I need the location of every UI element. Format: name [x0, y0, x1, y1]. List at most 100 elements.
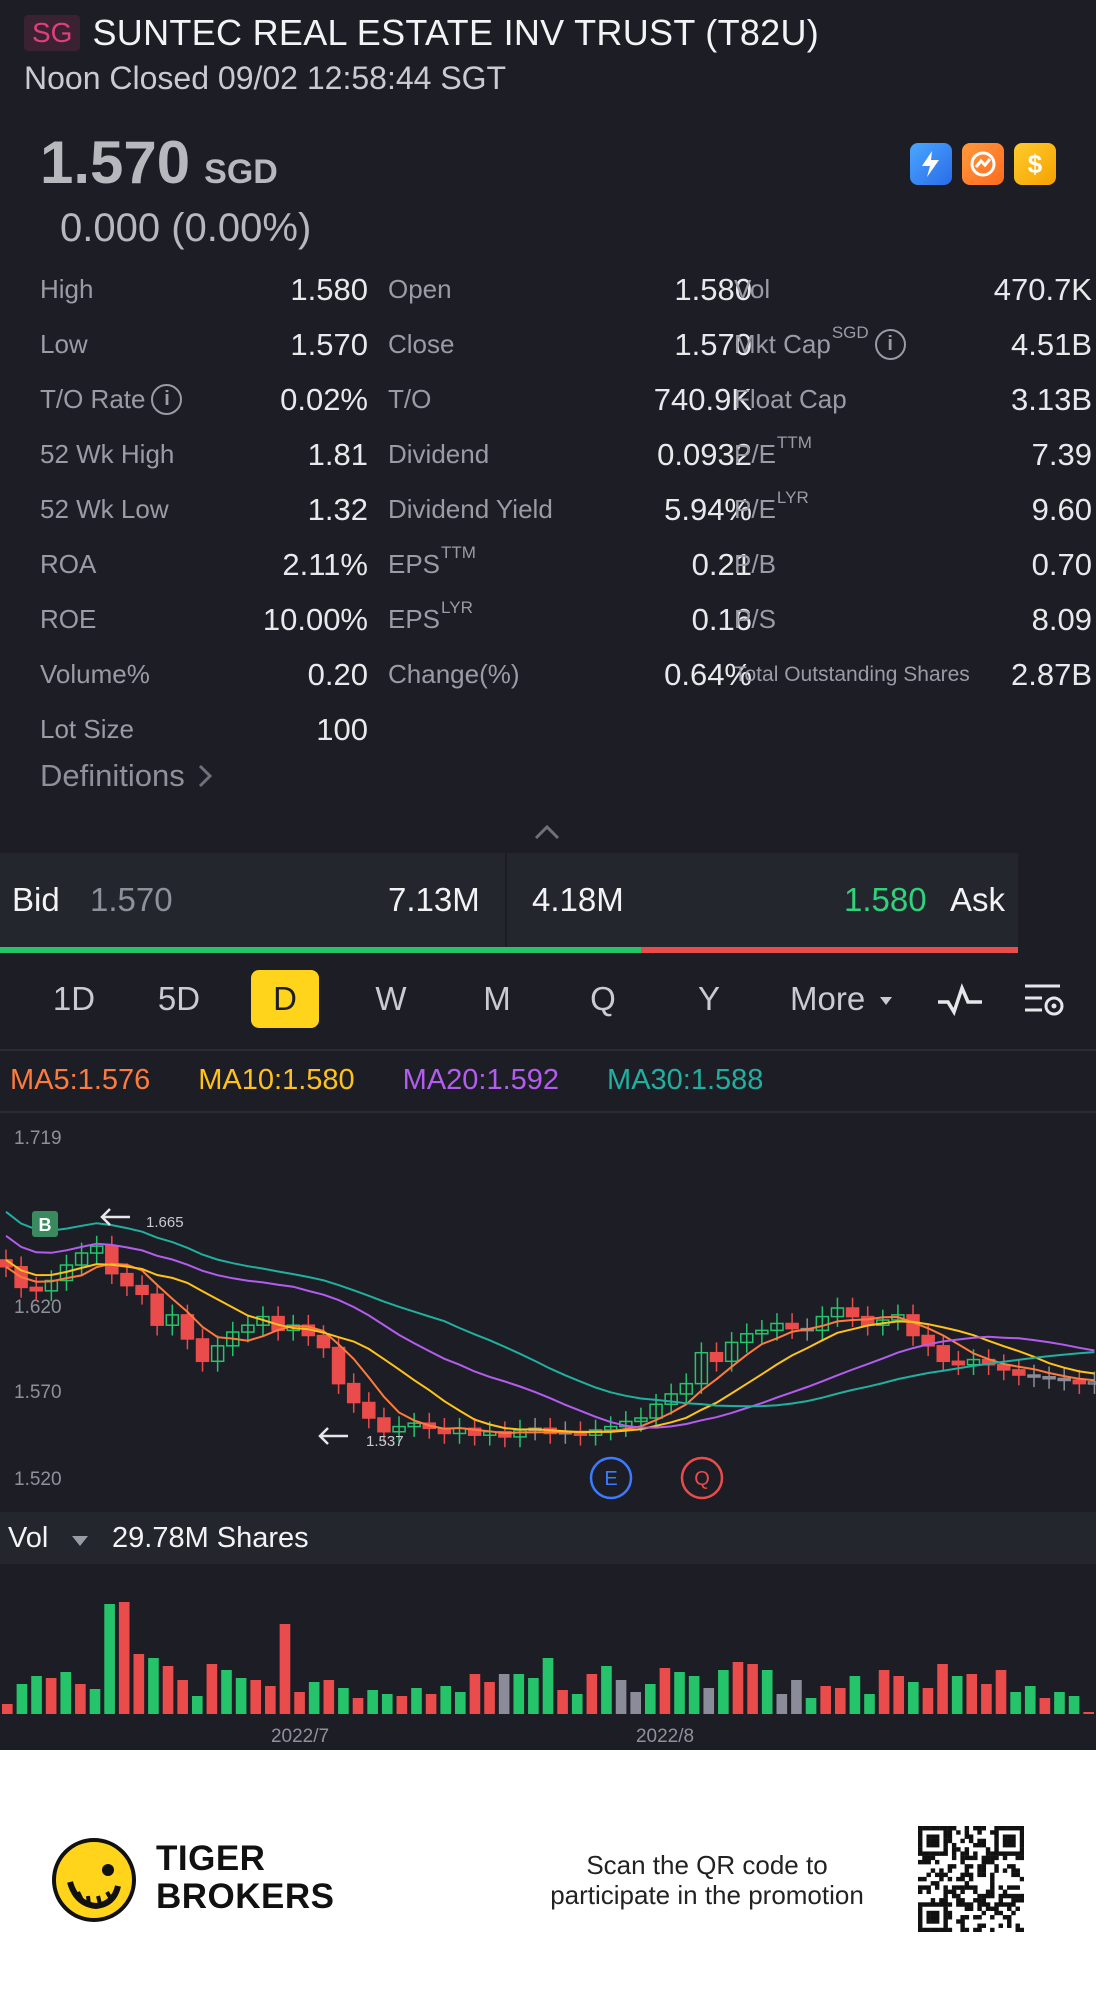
qr-module: [1007, 1842, 1012, 1848]
qr-module: [960, 1898, 965, 1903]
volume-bar: [16, 1684, 28, 1714]
volume-bar: [294, 1692, 305, 1714]
qr-module: [1019, 1847, 1024, 1852]
hot-icon[interactable]: [962, 143, 1004, 185]
buy-marker[interactable]: [32, 1211, 58, 1237]
qr-module: [926, 1826, 931, 1831]
qr-module: [926, 1927, 931, 1932]
qr-module: [990, 1881, 995, 1886]
qr-module: [985, 1851, 991, 1856]
qr-module: [930, 1881, 936, 1886]
qr-module: [994, 1834, 999, 1839]
definitions-link[interactable]: Definitions: [40, 758, 213, 794]
qr-module: [926, 1834, 931, 1839]
separator: [0, 1111, 1096, 1113]
qr-module: [964, 1872, 970, 1878]
header: SG SUNTEC REAL ESTATE INV TRUST (T82U): [24, 12, 819, 54]
qr-module: [981, 1898, 987, 1903]
q-marker[interactable]: [680, 1456, 724, 1500]
qr-module: [930, 1855, 936, 1861]
stat-value: 0.0932: [657, 436, 752, 472]
stat-label: Close: [388, 329, 455, 359]
qr-module: [998, 1851, 1003, 1856]
qr-code[interactable]: [918, 1826, 1024, 1932]
info-icon[interactable]: i: [151, 384, 183, 415]
qr-module: [943, 1906, 948, 1911]
more-periods-dropdown[interactable]: More: [790, 970, 894, 1028]
qr-module: [922, 1855, 927, 1861]
volume-bar: [922, 1688, 934, 1714]
chart-settings-icon[interactable]: [1022, 980, 1066, 1020]
stat-value: 0.21: [691, 546, 752, 582]
tab-d[interactable]: D: [251, 970, 319, 1028]
qr-module: [934, 1826, 940, 1831]
stat-label: Float Cap: [734, 384, 847, 414]
stat-value: 470.7K: [993, 271, 1092, 307]
info-icon[interactable]: i: [874, 329, 906, 360]
qr-module: [947, 1830, 953, 1835]
qr-module: [964, 1915, 970, 1920]
volume-bar: [513, 1674, 525, 1714]
volume-bar: [148, 1658, 159, 1714]
qr-module: [964, 1927, 970, 1932]
tab-y[interactable]: Y: [697, 980, 720, 1017]
tab-q[interactable]: Q: [590, 980, 616, 1017]
qr-module: [998, 1902, 1003, 1907]
qr-module: [943, 1915, 948, 1920]
volume-bar: [995, 1670, 1007, 1714]
qr-module: [960, 1889, 965, 1895]
qr-module: [1011, 1872, 1016, 1878]
collapse-chevron-up-icon[interactable]: [532, 822, 562, 842]
qr-module: [947, 1876, 953, 1882]
volume-bar: [89, 1689, 101, 1714]
qr-module: [934, 1872, 940, 1878]
volume-bar: [834, 1688, 846, 1714]
stat-value: 7.39: [1031, 436, 1092, 472]
qr-module: [956, 1919, 961, 1924]
tab-m[interactable]: M: [483, 980, 511, 1017]
qr-module: [951, 1893, 957, 1899]
buy-marker-label: B: [39, 1215, 52, 1235]
volume-header[interactable]: Vol 29.78M Shares: [0, 1512, 1096, 1564]
volume-chart[interactable]: 2022/7 2022/8: [0, 1564, 1096, 1750]
qr-module: [930, 1851, 936, 1856]
tab-w[interactable]: W: [375, 980, 407, 1017]
qr-module: [973, 1915, 978, 1920]
qr-module: [1015, 1851, 1020, 1856]
candle-body: [1012, 1369, 1026, 1376]
qr-module: [1015, 1868, 1020, 1873]
qr-module: [930, 1927, 936, 1932]
y-tick-label: 1.570: [14, 1382, 62, 1403]
qr-module: [1007, 1885, 1012, 1890]
volume-bar: [162, 1666, 174, 1714]
qr-module: [990, 1885, 995, 1890]
tab-1d[interactable]: 1D: [52, 980, 96, 1017]
volume-bar: [381, 1694, 393, 1714]
stat-label: P/B: [734, 549, 776, 579]
qr-module: [964, 1830, 970, 1835]
tab-5d[interactable]: 5D: [157, 980, 201, 1017]
qr-module: [977, 1902, 982, 1907]
qr-module: [990, 1855, 995, 1861]
stat-value: 0.16: [691, 601, 752, 637]
dollar-icon[interactable]: $: [1014, 143, 1056, 185]
candle-body: [724, 1341, 739, 1363]
volume-bar: [805, 1698, 817, 1714]
indicator-icon[interactable]: [936, 982, 984, 1018]
stat-label: Open: [388, 274, 452, 304]
lightning-icon[interactable]: [910, 143, 952, 185]
volume-bar: [1083, 1712, 1094, 1714]
earnings-marker[interactable]: [589, 1456, 633, 1500]
qr-module: [1007, 1834, 1012, 1839]
qr-module: [977, 1842, 982, 1848]
volume-bar: [878, 1670, 890, 1714]
stat-label-pe-lyr: P/E LYR: [734, 482, 809, 537]
candlestick-chart[interactable]: 1.719 1.620 1.570 1.520 1.665 1.537 B E …: [0, 1113, 1096, 1508]
candle-body: [785, 1322, 799, 1330]
qr-module: [918, 1910, 923, 1916]
volume-bar: [45, 1678, 57, 1714]
qr-module: [947, 1889, 953, 1895]
candle-body: [498, 1431, 512, 1438]
qr-module: [918, 1915, 923, 1920]
qr-module: [930, 1898, 936, 1903]
